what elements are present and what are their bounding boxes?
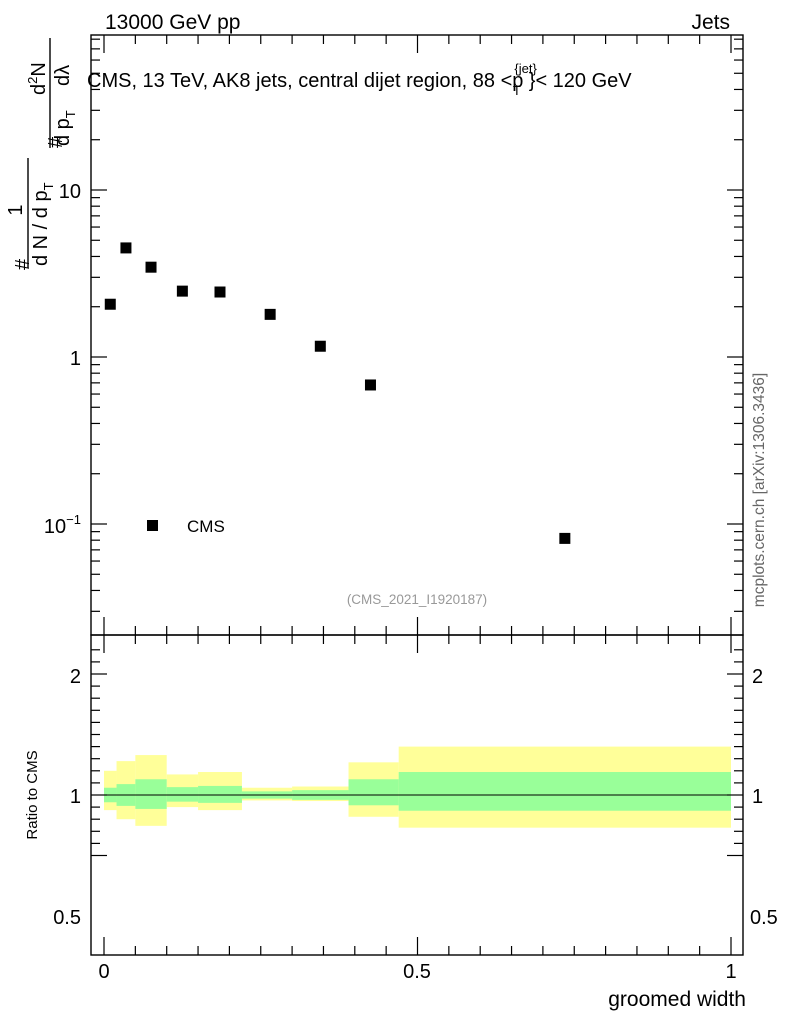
ratio-panel: 2 1 0.5 2 1 0.5 Ratio to CMS 0 0.5 1 gro… <box>24 634 778 1011</box>
data-point-5 <box>264 308 276 320</box>
y-tick-label-0-1-exp: −1 <box>66 512 81 527</box>
data-point-1 <box>120 242 132 254</box>
ylabel-d2n-n: N <box>28 62 50 76</box>
y-tick-label-1: 1 <box>70 348 81 370</box>
legend-label: CMS <box>187 517 225 536</box>
main-title: CMS, 13 TeV, AK8 jets, central dijet reg… <box>87 61 632 98</box>
main-title-end: }< 120 GeV <box>529 70 633 92</box>
main-y-axis-label: # 1 d N / d pT # d2N d pT dλ <box>5 38 78 270</box>
ratio-y-label-1-left: 1 <box>70 786 81 808</box>
ratio-y-label-0-5-left: 0.5 <box>53 907 81 929</box>
ylabel-dn-dpt-sub: T <box>41 182 56 190</box>
stat-band-bin-8 <box>398 772 731 811</box>
ylabel-d2n-d: d <box>28 84 50 95</box>
ylabel-one: 1 <box>5 204 27 215</box>
ylabel-dn-dpt-text: d N / d p <box>30 190 52 266</box>
ratio-y-tick-labels-left: 2 1 0.5 <box>53 666 81 929</box>
header-energy-label: 13000 GeV pp <box>105 11 240 34</box>
ylabel-dn-dpt: d N / d pT <box>30 182 56 266</box>
y-tick-label-0-1-base: 10 <box>44 516 66 538</box>
stat-band-bin-2 <box>135 779 167 809</box>
main-title-sub: T <box>513 83 521 98</box>
data-point-8 <box>559 532 571 544</box>
main-y-tick-labels: 10 1 10−1 <box>44 181 81 538</box>
stat-band-bin-3 <box>166 787 199 802</box>
ratio-y-tick-labels-right: 2 1 0.5 <box>750 666 778 929</box>
main-panel-frame <box>90 34 744 636</box>
ylabel-dlambda: dλ <box>52 65 74 86</box>
x-tick-label-0-5: 0.5 <box>403 961 431 983</box>
data-points <box>104 242 571 544</box>
legend-marker <box>147 520 158 531</box>
ratio-y-label-2-left: 2 <box>70 666 81 688</box>
main-panel: 10 1 10−1 # 1 d N / d pT # d2N d pT dλ C… <box>5 34 744 636</box>
data-point-0 <box>104 298 116 310</box>
header-jets-label: Jets <box>691 11 730 34</box>
y-tick-label-0-1: 10−1 <box>44 512 81 538</box>
ylabel-dpt-text: d p <box>52 118 74 146</box>
data-point-4 <box>214 286 226 298</box>
y-tick-label-10: 10 <box>59 181 81 203</box>
x-tick-labels: 0 0.5 1 <box>98 961 736 983</box>
ratio-y-label-1-right: 1 <box>752 786 763 808</box>
main-ticks <box>91 35 743 635</box>
ylabel-dpt: d pT <box>52 110 78 146</box>
data-point-2 <box>145 261 157 273</box>
data-point-3 <box>176 285 188 297</box>
data-point-6 <box>314 340 326 352</box>
side-arxiv-label: mcplots.cern.ch [arXiv:1306.3436] <box>751 373 768 607</box>
data-point-7 <box>364 379 376 391</box>
main-title-sup: {jet} <box>514 61 537 76</box>
legend: CMS <box>147 517 225 536</box>
stat-band-bin-4 <box>198 785 242 803</box>
ratio-y-label-0-5-right: 0.5 <box>750 907 778 929</box>
ratio-bands <box>104 746 731 828</box>
x-tick-label-1: 1 <box>725 961 736 983</box>
ylabel-d2n: d2N <box>25 62 50 95</box>
main-title-text: CMS, 13 TeV, AK8 jets, central dijet reg… <box>87 70 523 92</box>
x-tick-label-0: 0 <box>98 961 109 983</box>
ratio-ticks <box>91 635 743 955</box>
analysis-watermark: (CMS_2021_I1920187) <box>347 592 487 607</box>
ylabel-d2n-exp: 2 <box>25 77 40 84</box>
ratio-y-label-2-right: 2 <box>752 666 763 688</box>
ylabel-dpt-sub: T <box>63 110 78 118</box>
x-axis-label: groomed width <box>608 988 746 1011</box>
stat-band-bin-7 <box>348 779 399 806</box>
ratio-y-axis-label: Ratio to CMS <box>24 750 41 839</box>
